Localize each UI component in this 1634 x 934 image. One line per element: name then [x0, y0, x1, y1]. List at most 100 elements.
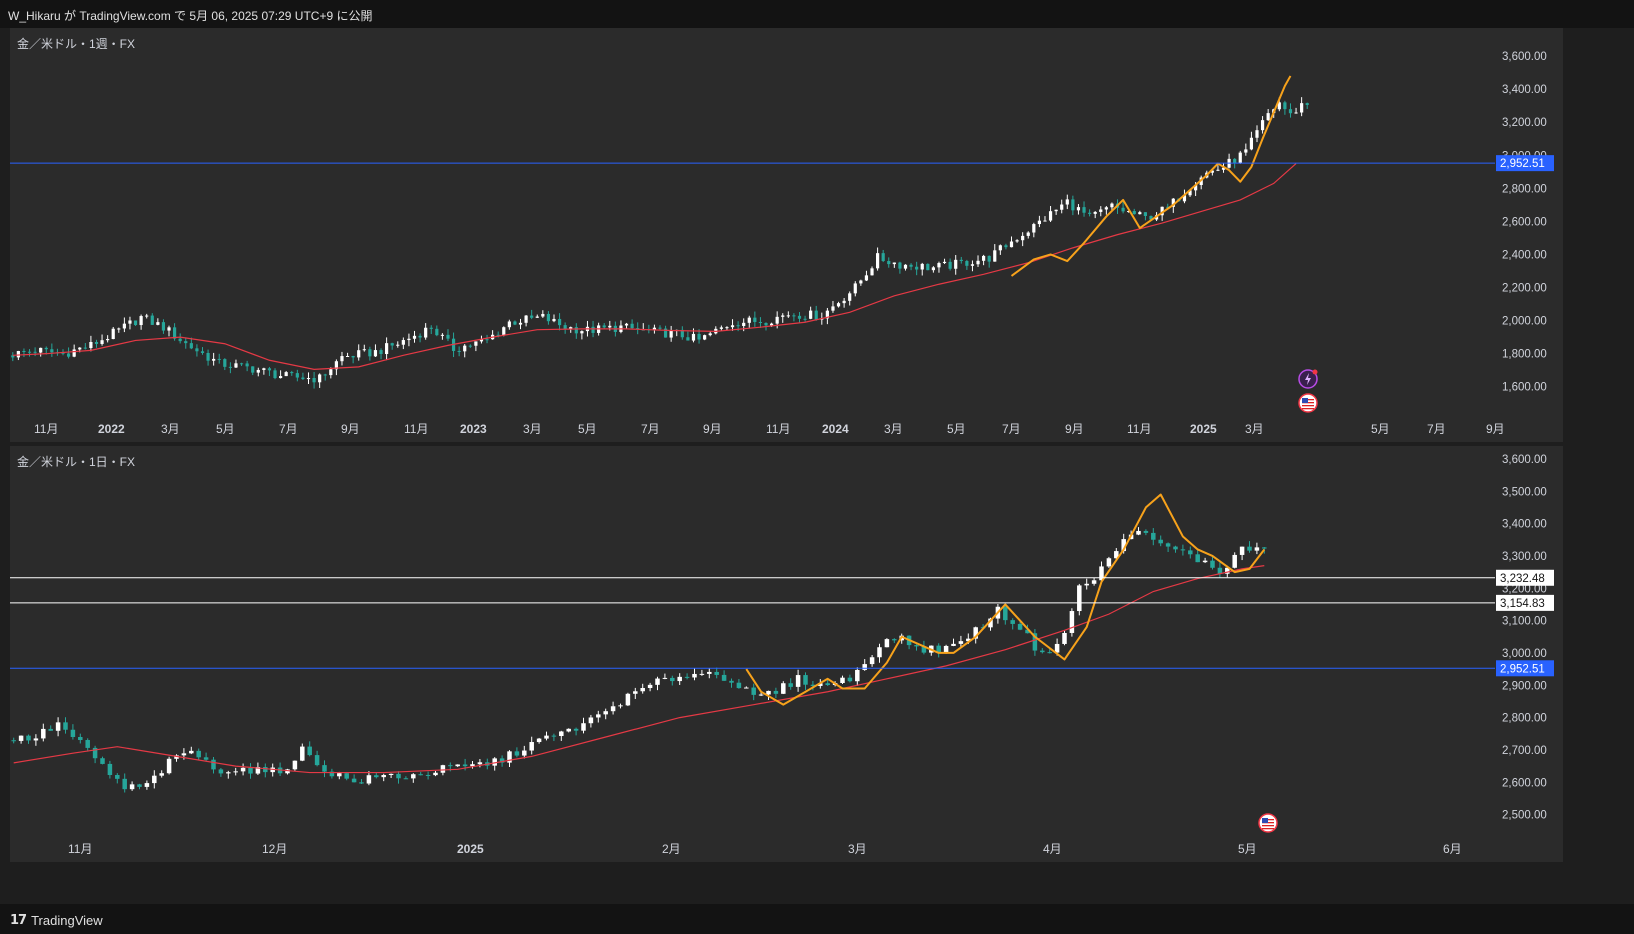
y-tick-label: 2,800.00 — [1502, 183, 1547, 195]
x-tick-label: 11月 — [404, 422, 428, 436]
candle-body — [769, 323, 774, 326]
candle-body — [1225, 567, 1230, 574]
candle-body — [942, 261, 947, 264]
x-tick-label: 7月 — [641, 422, 660, 436]
candle-body — [853, 283, 857, 294]
candle-body — [892, 262, 896, 265]
y-tick-label: 2,600.00 — [1502, 777, 1547, 789]
candle-body — [145, 315, 149, 317]
candle-body — [753, 317, 757, 323]
candle-body — [16, 350, 20, 358]
candle-body — [262, 368, 266, 370]
chart-pane-weekly[interactable]: 1,600.00 1,800.00 2,000.00 2,200.00 2,400.00… — [10, 28, 1563, 442]
pattern-drawing-line — [745, 493, 1266, 706]
candle-body — [61, 352, 65, 354]
candle-body — [1132, 211, 1136, 215]
candle-body — [544, 735, 549, 739]
y-tick-label: 2,500.00 — [1502, 810, 1547, 822]
candle-body — [1166, 206, 1170, 208]
x-tick-label: 2023 — [460, 422, 487, 436]
candle-body — [435, 328, 439, 336]
candle-body — [1004, 245, 1008, 248]
candle-body — [411, 774, 416, 779]
candle-body — [766, 690, 771, 695]
candle-body — [273, 370, 277, 379]
candle-body — [248, 767, 253, 774]
candle-body — [381, 775, 386, 778]
candle-body — [1136, 530, 1141, 535]
candle-body — [546, 313, 551, 322]
candle-body — [909, 264, 913, 267]
x-tick-label: 3月 — [848, 842, 867, 856]
candle-body — [492, 758, 497, 766]
candle-body — [228, 366, 232, 368]
publish-header: W_Hikaru が TradingView.com で 5月 06, 2025… — [0, 0, 1634, 28]
candle-body — [1149, 215, 1153, 220]
candle-body — [457, 350, 461, 352]
candle-body — [233, 771, 238, 773]
candle-body — [573, 728, 579, 731]
candle-body — [1143, 530, 1149, 533]
candle-body — [692, 673, 697, 678]
lightning-bolt-shape — [1305, 373, 1311, 385]
candle-body — [1233, 158, 1237, 164]
brand-text: TradingView — [31, 912, 103, 928]
candle-body — [337, 773, 342, 777]
candle-body — [1077, 585, 1082, 612]
candle-body — [921, 646, 927, 653]
candle-body — [446, 334, 450, 339]
candle-body — [758, 694, 764, 696]
candle-body — [751, 687, 756, 695]
y-tick-label: 3,600.00 — [1502, 51, 1547, 63]
candle-body — [374, 775, 379, 778]
candle-body — [85, 740, 90, 748]
candle-body — [870, 268, 874, 276]
candle-body — [729, 680, 734, 683]
chart-pane-daily[interactable]: 2,500.00 2,600.00 2,700.00 2,800.00 2,900.00… — [10, 446, 1563, 862]
candle-body — [156, 322, 160, 325]
candle-body — [1160, 206, 1164, 216]
candle-body — [903, 264, 908, 269]
x-tick-label: 11月 — [68, 842, 92, 856]
y-tick-label: 3,000.00 — [1502, 648, 1547, 660]
daily-chart-svg[interactable]: 2,500.00 2,600.00 2,700.00 2,800.00 2,900.00… — [10, 446, 1563, 862]
candle-body — [920, 263, 924, 270]
candle-body — [581, 723, 586, 731]
flag-stripe — [1302, 405, 1314, 407]
candles-group — [11, 97, 1309, 389]
brand[interactable]: 𝟭𝟳 TradingView — [10, 912, 103, 928]
x-tick-label: 7月 — [279, 422, 298, 436]
candle-body — [803, 675, 808, 685]
y-tick-label: 3,100.00 — [1502, 616, 1547, 628]
candle-body — [418, 335, 422, 338]
candle-body — [652, 327, 657, 331]
candle-body — [1099, 566, 1104, 581]
candle-body — [100, 758, 105, 764]
candle-body — [552, 318, 556, 322]
candle-body — [1010, 620, 1015, 624]
candle-body — [89, 342, 93, 349]
candle-body — [240, 767, 246, 772]
flag-stripe — [1262, 825, 1274, 827]
candle-body — [1062, 632, 1067, 644]
candle-body — [50, 349, 54, 353]
x-tick-label: 5月 — [1238, 842, 1257, 856]
candle-body — [610, 706, 616, 712]
candle-body — [1069, 611, 1075, 633]
candle-body — [970, 264, 975, 266]
candle-body — [773, 690, 779, 694]
candle-body — [1054, 643, 1060, 653]
y-tick-label: 3,400.00 — [1502, 84, 1547, 96]
candle-body — [669, 330, 673, 338]
candle-body — [285, 769, 290, 774]
weekly-chart-svg[interactable]: 1,600.00 1,800.00 2,000.00 2,200.00 2,400.00… — [10, 28, 1563, 442]
candle-body — [479, 339, 484, 342]
candle-body — [602, 325, 606, 328]
candle-body — [300, 746, 305, 761]
candle-body — [869, 657, 875, 665]
candle-body — [848, 293, 852, 301]
candle-body — [424, 327, 428, 338]
candle-body — [809, 310, 813, 319]
candle-body — [1121, 207, 1125, 212]
candle-body — [887, 261, 891, 265]
